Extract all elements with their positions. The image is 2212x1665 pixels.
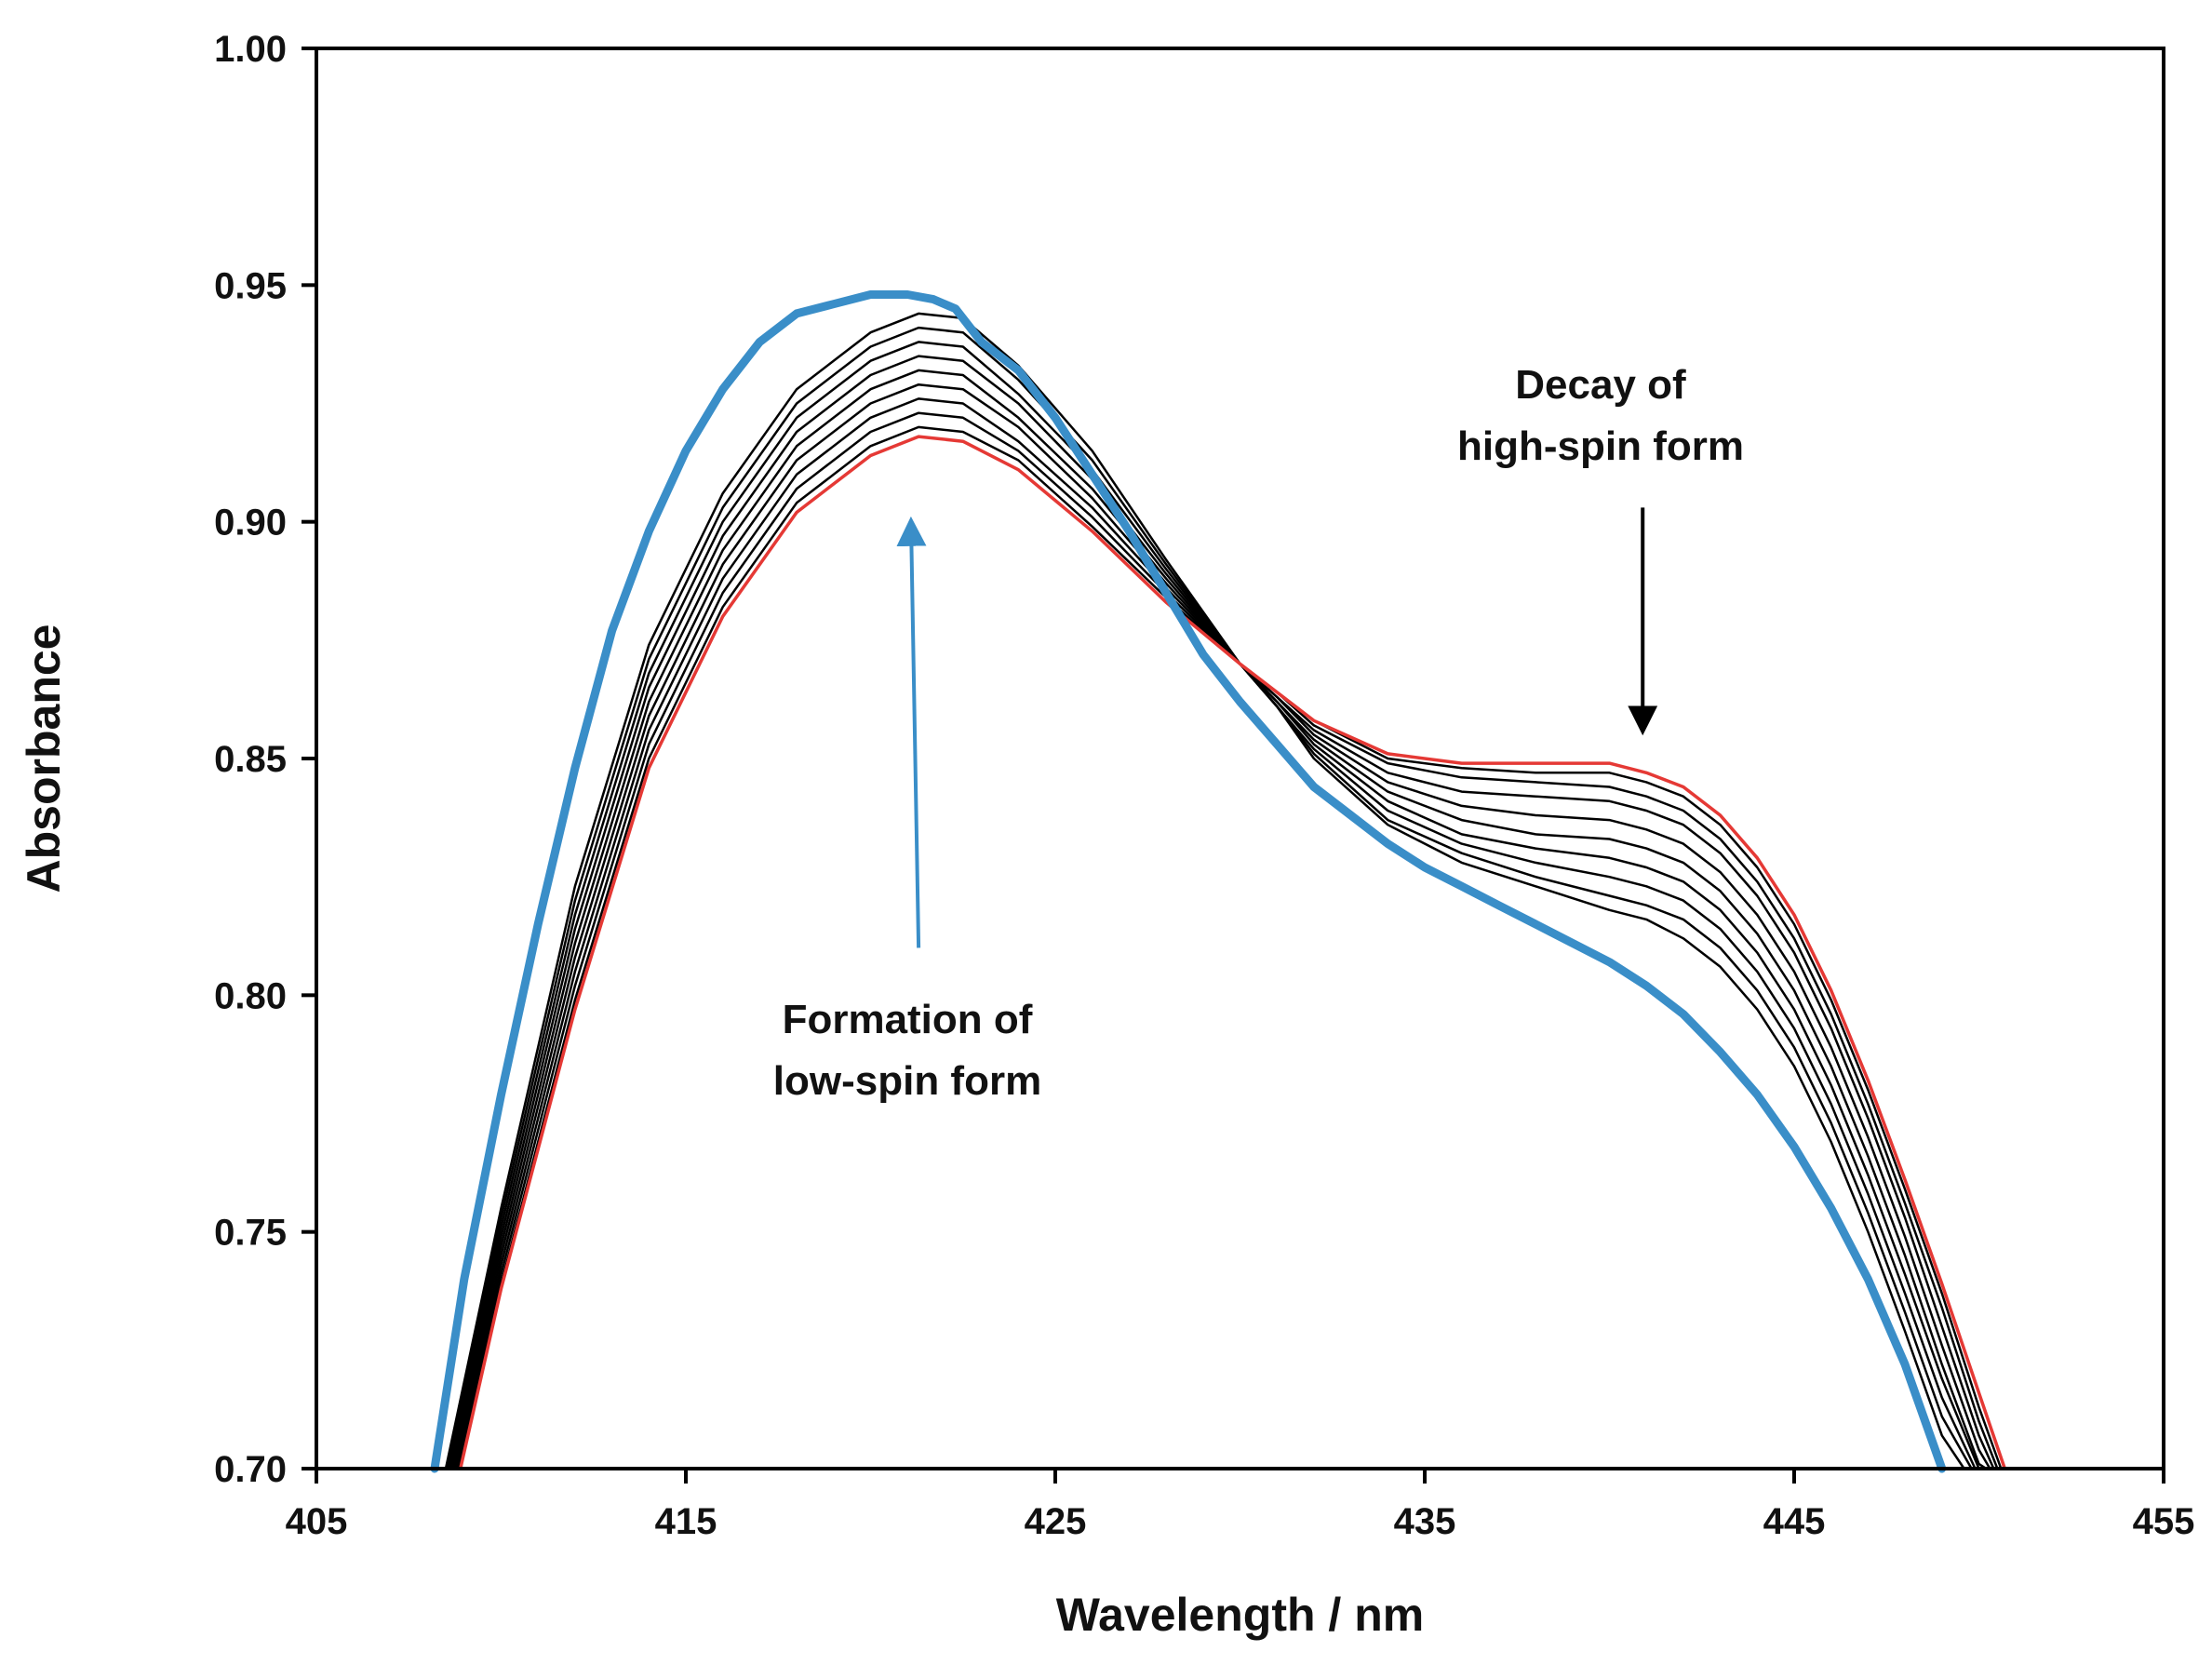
y-tick-label: 0.70	[214, 1449, 287, 1490]
y-tick-label: 0.90	[214, 503, 287, 544]
x-tick-label: 435	[1394, 1501, 1456, 1542]
spectrum-line-intermediate-5	[451, 369, 1988, 1470]
spectrum-line-intermediate-9	[444, 312, 1965, 1470]
spectrum-line-initial-0	[459, 435, 2007, 1470]
y-tick-label: 0.85	[214, 739, 287, 780]
x-tick-label: 455	[2133, 1501, 2195, 1542]
y-tick-label: 0.95	[214, 265, 287, 306]
annotation-text-1-1: low-spin form	[773, 1058, 1041, 1104]
spectrum-line-intermediate-3	[455, 397, 1995, 1470]
x-axis-title: Wavelength / nm	[1056, 1589, 1424, 1641]
y-tick-label: 0.75	[214, 1213, 287, 1254]
spectrum-line-intermediate-4	[453, 383, 1991, 1470]
spectrum-line-intermediate-8	[446, 326, 1973, 1470]
annotation-arrow-1	[896, 516, 927, 948]
y-axis-title: Absorbance	[18, 624, 70, 893]
annotations-layer: Decay of high-spin form Formation of low-sp…	[773, 362, 1744, 1104]
annotation-text-0-1: high-spin form	[1457, 423, 1744, 469]
x-tick-label: 405	[286, 1501, 348, 1542]
plot-area-frame	[315, 47, 2165, 1470]
spectrum-line-intermediate-7	[448, 341, 1977, 1470]
ticks-layer: 405 415 425 435 445 455 0.70 0.75 0.80 0.85 0.90 0.…	[214, 29, 2194, 1542]
series-layer	[430, 290, 2007, 1473]
spectrum-line-intermediate-6	[449, 355, 1984, 1470]
x-tick-label: 425	[1025, 1501, 1087, 1542]
spectrum-line-intermediate-2	[457, 411, 1999, 1470]
annotation-text-1-0: Formation of	[783, 997, 1033, 1042]
y-tick-label: 0.80	[214, 975, 287, 1016]
spectrum-line-final-10	[430, 290, 1947, 1473]
x-tick-label: 415	[655, 1501, 717, 1542]
spectrum-line-intermediate-1	[459, 425, 2003, 1470]
annotation-text-0-0: Decay of	[1515, 362, 1686, 408]
x-tick-label: 445	[1763, 1501, 1826, 1542]
y-tick-label: 1.00	[214, 29, 287, 70]
